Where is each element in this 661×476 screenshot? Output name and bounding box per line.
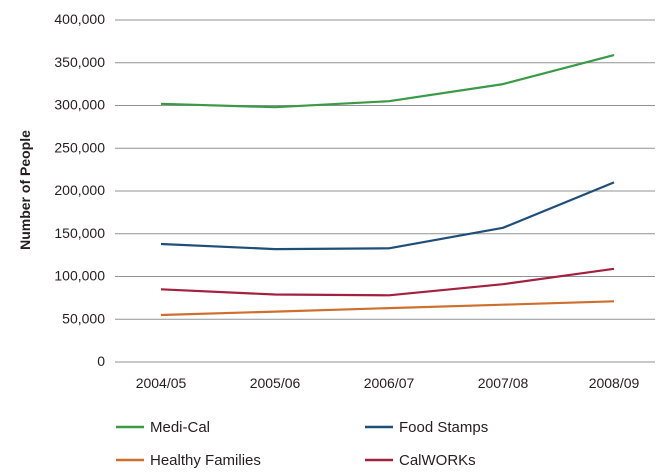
legend-item: CalWORKs: [365, 452, 476, 469]
legend-label: CalWORKs: [399, 452, 476, 469]
y-tick-label: 250,000: [54, 139, 105, 155]
series-lines: [160, 54, 615, 317]
legend-label: Food Stamps: [399, 419, 488, 436]
x-tick-label: 2004/05: [136, 375, 187, 391]
gridlines: [115, 19, 655, 363]
x-tick-label: 2006/07: [364, 375, 415, 391]
y-tick-label: 200,000: [54, 182, 105, 198]
legend-label: Medi-Cal: [150, 419, 210, 436]
series-line-healthy-families: [160, 300, 615, 317]
legend-item: Medi-Cal: [116, 419, 210, 436]
y-tick-label: 150,000: [54, 225, 105, 241]
y-axis-ticks: 0 50,000 100,000 150,000 200,000 250,000 300,0…: [54, 11, 105, 369]
series-line-calworks: [160, 267, 615, 297]
series-line-medi-cal: [160, 54, 615, 109]
x-tick-label: 2008/09: [589, 375, 640, 391]
y-tick-label: 300,000: [54, 97, 105, 113]
legend-item: Healthy Families: [116, 452, 261, 469]
x-axis-ticks: 2004/05 2005/06 2006/07 2007/08 2008/09: [136, 375, 640, 391]
y-axis-title: Number of People: [17, 130, 33, 250]
y-tick-label: 400,000: [54, 11, 105, 27]
y-tick-label: 350,000: [54, 54, 105, 70]
x-tick-label: 2005/06: [250, 375, 301, 391]
x-tick-label: 2007/08: [478, 375, 529, 391]
y-tick-label: 0: [97, 353, 105, 369]
legend-label: Healthy Families: [150, 452, 261, 469]
series-line-food-stamps: [160, 181, 615, 251]
y-tick-label: 100,000: [54, 268, 105, 284]
legend-item: Food Stamps: [365, 419, 488, 436]
legend: Medi-Cal Food Stamps Healthy Families CalWO…: [116, 419, 488, 469]
y-tick-label: 50,000: [62, 310, 105, 326]
